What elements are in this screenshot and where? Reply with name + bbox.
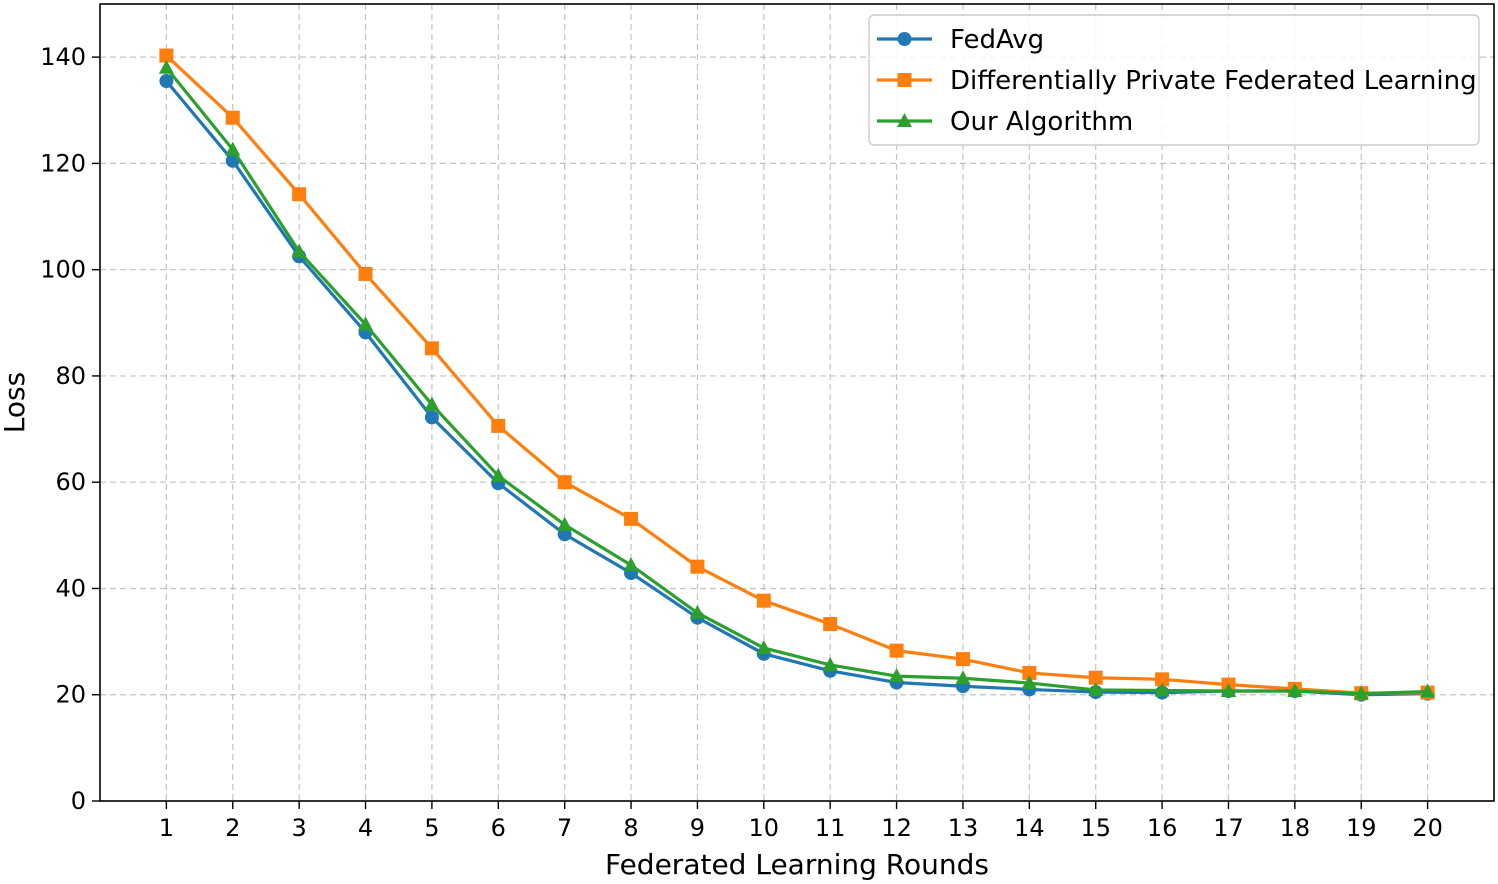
x-tick-label: 9: [690, 814, 705, 842]
series-square: [159, 48, 1435, 701]
data-point: [557, 516, 573, 531]
data-point: [292, 187, 307, 202]
series-triangle: [158, 59, 1436, 700]
data-point: [358, 266, 373, 281]
data-point: [358, 316, 374, 331]
data-point: [756, 593, 771, 608]
x-tick-label: 10: [749, 814, 780, 842]
y-tick-label: 0: [71, 787, 86, 815]
x-tick-label: 20: [1412, 814, 1443, 842]
x-tick-label: 16: [1147, 814, 1178, 842]
data-point: [490, 467, 506, 482]
data-point: [557, 475, 572, 490]
data-point: [823, 617, 838, 632]
legend-label: Our Algorithm: [950, 107, 1133, 137]
series-circle: [159, 74, 1435, 702]
series-line: [165, 54, 1428, 695]
data-point: [159, 74, 174, 89]
plot-frame: [99, 3, 1495, 802]
y-tick-label: 140: [40, 43, 86, 71]
data-point: [889, 643, 904, 658]
data-point: [491, 418, 506, 433]
y-tick-label: 80: [55, 362, 86, 390]
x-tick-label: 18: [1280, 814, 1311, 842]
y-tick-label: 60: [55, 468, 86, 496]
data-point: [158, 59, 174, 74]
x-tick-label: 15: [1080, 814, 1111, 842]
x-axis-ticks: 1 2 3 4 5 6 7 8 9 10 11 12 13 14 15 16 17 18 19 20: [159, 801, 1443, 842]
data-point: [225, 110, 240, 125]
series-line: [165, 80, 1428, 697]
data-point: [756, 639, 772, 654]
x-tick-label: 2: [225, 814, 240, 842]
data-point: [1022, 665, 1037, 680]
y-tick-label: 120: [40, 149, 86, 177]
legend-marker-icon: [897, 113, 912, 127]
x-axis-title: Federated Learning Rounds: [605, 848, 989, 881]
data-point: [822, 656, 838, 671]
x-tick-label: 14: [1014, 814, 1045, 842]
y-tick-label: 20: [55, 681, 86, 709]
x-tick-label: 19: [1346, 814, 1377, 842]
data-point: [1420, 683, 1436, 698]
data-point: [1287, 683, 1303, 698]
data-point: [424, 410, 439, 425]
y-tick-label: 40: [55, 574, 86, 602]
data-point: [623, 557, 639, 572]
data-point: [1353, 685, 1369, 700]
data-point: [955, 652, 970, 667]
x-tick-label: 7: [557, 814, 572, 842]
data-point: [557, 527, 572, 542]
legend-box: [868, 14, 1480, 146]
x-tick-label: 4: [358, 814, 373, 842]
data-point: [689, 604, 705, 619]
series-line: [165, 66, 1428, 696]
data-point: [1220, 683, 1236, 698]
data-point: [424, 396, 440, 411]
x-tick-label: 6: [491, 814, 506, 842]
x-tick-label: 3: [292, 814, 307, 842]
x-tick-label: 8: [623, 814, 638, 842]
data-point: [225, 141, 241, 156]
data-point: [889, 668, 905, 683]
data-point: [1155, 672, 1170, 687]
x-tick-label: 17: [1213, 814, 1244, 842]
x-tick-label: 11: [815, 814, 846, 842]
y-tick-label: 100: [40, 256, 86, 284]
data-point: [624, 511, 639, 526]
series-group: [158, 48, 1436, 702]
data-point: [955, 670, 971, 685]
legend-marker-icon: [897, 32, 912, 46]
data-point: [1088, 681, 1104, 696]
x-tick-label: 5: [424, 814, 439, 842]
legend-label: Differentially Private Federated Learnin…: [950, 66, 1477, 96]
data-point: [291, 243, 307, 258]
data-point: [1088, 670, 1103, 685]
x-tick-label: 12: [881, 814, 912, 842]
legend-label: FedAvg: [950, 25, 1044, 55]
y-axis-title: Loss: [0, 372, 31, 433]
x-tick-label: 13: [948, 814, 979, 842]
data-point: [1021, 675, 1037, 690]
legend: FedAvg Differentially Private Federated L…: [868, 14, 1480, 146]
y-axis-ticks: 0 20 40 60 80 100 120 140: [40, 43, 100, 815]
legend-marker-icon: [897, 73, 912, 87]
x-tick-label: 1: [159, 814, 174, 842]
data-point: [1154, 682, 1170, 697]
data-point: [690, 559, 705, 574]
data-point: [424, 341, 439, 356]
data-point: [159, 48, 174, 63]
